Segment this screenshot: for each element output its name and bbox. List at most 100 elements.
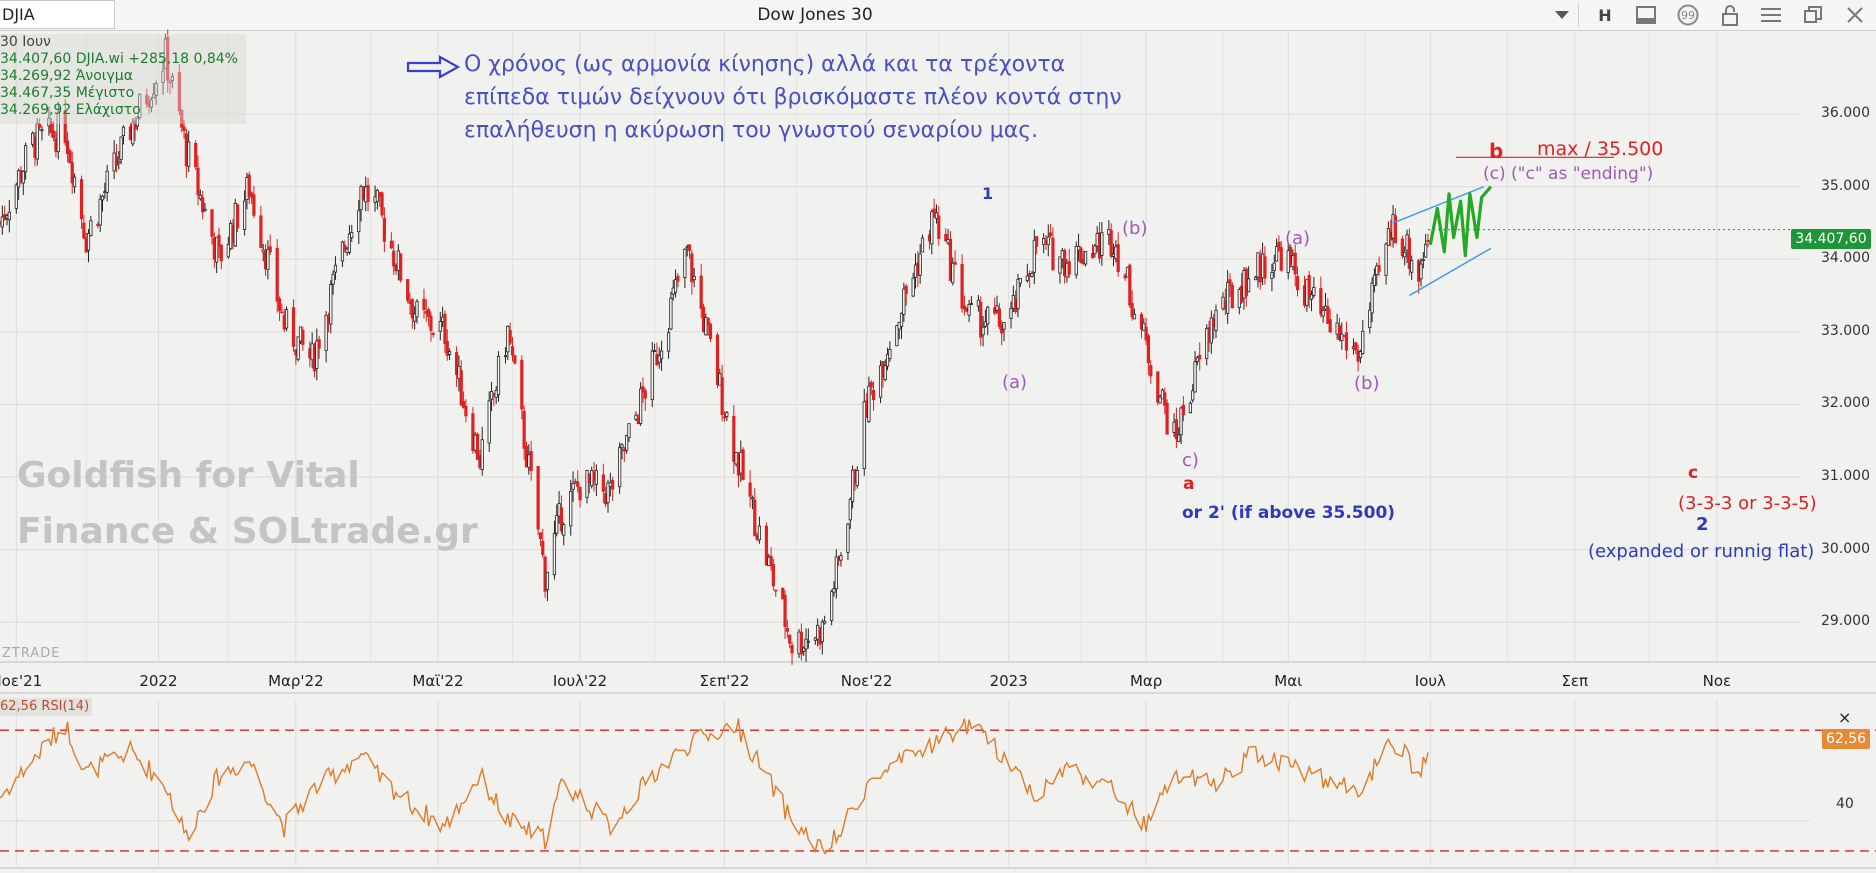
x-tick-label: Μαϊ'22: [412, 672, 464, 690]
wave-label-b2: (b): [1354, 373, 1380, 394]
candle-body: [72, 176, 77, 188]
candle-body: [489, 391, 494, 400]
candle-body: [571, 483, 575, 490]
candle-body: [953, 261, 957, 265]
candle-body: [427, 309, 431, 318]
candle-body: [1326, 306, 1330, 324]
rsi-value-badge: 62,56: [1822, 729, 1870, 749]
candle-body: [459, 370, 463, 406]
candle-body: [606, 482, 610, 504]
candle-body: [967, 304, 971, 316]
candle-body: [611, 479, 615, 490]
candle-body: [1079, 247, 1083, 264]
candle-body: [552, 533, 557, 576]
candle-body: [920, 237, 925, 253]
candle-body: [503, 355, 508, 358]
candle-body: [1002, 322, 1006, 330]
candle-body: [7, 211, 11, 221]
candle-body: [1340, 333, 1344, 341]
candle-body: [510, 346, 515, 356]
candle-body: [413, 313, 417, 322]
candle-body: [848, 499, 852, 521]
info-date: 30 Ιουν: [0, 34, 51, 50]
candle-body: [149, 99, 154, 108]
chart-window-icon[interactable]: [1632, 3, 1660, 27]
lock-icon[interactable]: [1716, 3, 1744, 27]
candle-body: [1177, 434, 1181, 442]
close-icon[interactable]: [1841, 3, 1869, 27]
candle-body: [969, 303, 974, 305]
candle-body: [883, 365, 887, 380]
candle-body: [487, 400, 491, 444]
candle-body: [324, 314, 328, 351]
candle-body: [138, 93, 142, 118]
candle-body: [1049, 232, 1053, 236]
candle-body: [1368, 309, 1372, 328]
candle-body: [161, 70, 165, 83]
x-tick-label: Μαι: [1274, 672, 1303, 690]
x-tick-label: Ιουλ'22: [552, 672, 608, 690]
y-tick-label: 30.000: [1821, 540, 1870, 557]
candle-body: [1146, 335, 1151, 364]
candle-body: [1149, 365, 1153, 377]
candle-body: [781, 588, 785, 600]
dropdown-icon[interactable]: [1548, 3, 1576, 27]
candle-body: [399, 253, 403, 281]
candle-body: [790, 644, 794, 654]
restore-icon[interactable]: [1799, 3, 1827, 27]
candle-body: [627, 423, 631, 438]
ohlc-info-box: 30 Ιουν 34.407,60 DJIA.wi +285,18 0,84% …: [0, 34, 246, 124]
title-bar: DJIA Dow Jones 30 H 99: [0, 0, 1876, 31]
candle-body: [252, 194, 256, 216]
info-last: 34.407,60 DJIA.wi +285,18 0,84%: [0, 51, 238, 67]
chart-grid: [0, 32, 1876, 869]
interval-button[interactable]: H: [1598, 5, 1612, 25]
watermark: Goldfish for Vital Finance & SOLtrade.gr: [17, 448, 478, 560]
candle-body: [536, 465, 540, 530]
symbol-input[interactable]: DJIA: [0, 0, 115, 29]
candle-body: [715, 334, 720, 385]
rsi-close-icon[interactable]: ×: [1838, 708, 1852, 727]
candle-body: [154, 83, 158, 96]
candle-body: [382, 217, 386, 242]
candle-body: [899, 312, 904, 327]
candle-body: [569, 490, 573, 527]
candle-body: [1344, 332, 1349, 351]
candle-body: [422, 298, 426, 310]
candle-body: [878, 365, 883, 398]
candle-body: [725, 412, 729, 417]
candle-body: [555, 515, 559, 534]
candle-body: [951, 262, 955, 284]
candle-body: [301, 329, 305, 345]
candle-body: [1337, 325, 1342, 341]
candle-body: [601, 474, 605, 492]
candle-body: [720, 377, 724, 415]
comment-icon[interactable]: 99: [1674, 3, 1702, 27]
flat-desc-label: (expanded or runnig flat): [1588, 541, 1815, 562]
rsi-level-40: 40: [1836, 796, 1854, 812]
candle-body: [1424, 243, 1428, 258]
candle-body: [406, 279, 410, 301]
candle-body: [576, 481, 580, 487]
candle-body: [904, 285, 908, 294]
wave-label-c-ending: (c) ("c" as "ending"): [1483, 164, 1654, 184]
candle-body: [1016, 278, 1020, 310]
candle-body: [236, 204, 240, 229]
candle-body: [56, 112, 60, 153]
analysis-note: Ο χρόνος (ως αρμονία κίνησης) αλλά και τ…: [464, 48, 1122, 147]
candle-body: [14, 184, 18, 209]
candle-body: [559, 507, 564, 532]
candle-body: [895, 325, 899, 347]
candle-body: [1247, 278, 1251, 293]
candle-body: [168, 81, 172, 84]
candle-body: [1309, 294, 1314, 300]
candle-body: [1226, 282, 1230, 314]
menu-icon[interactable]: [1757, 3, 1785, 27]
candle-body: [1163, 392, 1167, 406]
candle-body: [676, 275, 680, 282]
candle-body: [152, 93, 156, 99]
candle-body: [117, 160, 121, 164]
rsi-label: 62,56 RSI(14): [0, 698, 93, 716]
candle-body: [343, 244, 347, 250]
